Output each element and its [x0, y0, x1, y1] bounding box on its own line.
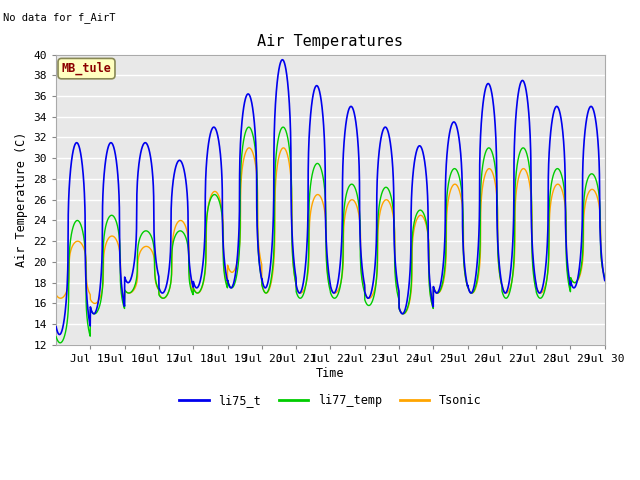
X-axis label: Time: Time: [316, 367, 345, 380]
li77_temp: [401, 310, 409, 316]
li77_temp: [517, 146, 525, 152]
Tsonic: [401, 310, 409, 316]
li77_temp: [245, 124, 253, 130]
Tsonic: [517, 168, 525, 173]
Tsonic: [449, 182, 457, 188]
Text: MB_tule: MB_tule: [61, 62, 111, 75]
li75_t: [164, 271, 172, 276]
Legend: li75_t, li77_temp, Tsonic: li75_t, li77_temp, Tsonic: [175, 389, 486, 411]
li75_t: [278, 57, 286, 62]
li77_temp: [164, 289, 172, 295]
li75_t: [52, 324, 60, 330]
li77_temp: [601, 275, 609, 280]
li75_t: [517, 79, 525, 84]
li77_temp: [56, 340, 64, 346]
Tsonic: [601, 274, 609, 280]
li75_t: [401, 307, 409, 313]
Tsonic: [52, 292, 60, 298]
Tsonic: [245, 145, 253, 151]
li77_temp: [449, 166, 457, 172]
li75_t: [56, 332, 63, 337]
li77_temp: [595, 191, 603, 197]
Title: Air Temperatures: Air Temperatures: [257, 34, 403, 49]
li75_t: [601, 277, 609, 283]
Line: Tsonic: Tsonic: [56, 148, 605, 314]
Tsonic: [399, 311, 407, 317]
Tsonic: [484, 166, 492, 172]
li75_t: [595, 155, 603, 160]
Line: li77_temp: li77_temp: [56, 127, 605, 343]
li77_temp: [484, 145, 492, 151]
Text: No data for f_AirT: No data for f_AirT: [3, 12, 116, 23]
Y-axis label: Air Temperature (C): Air Temperature (C): [15, 132, 28, 267]
Tsonic: [164, 289, 172, 295]
Line: li75_t: li75_t: [56, 60, 605, 335]
li75_t: [484, 81, 492, 86]
li75_t: [449, 119, 457, 125]
Tsonic: [595, 202, 603, 207]
li77_temp: [52, 334, 60, 339]
